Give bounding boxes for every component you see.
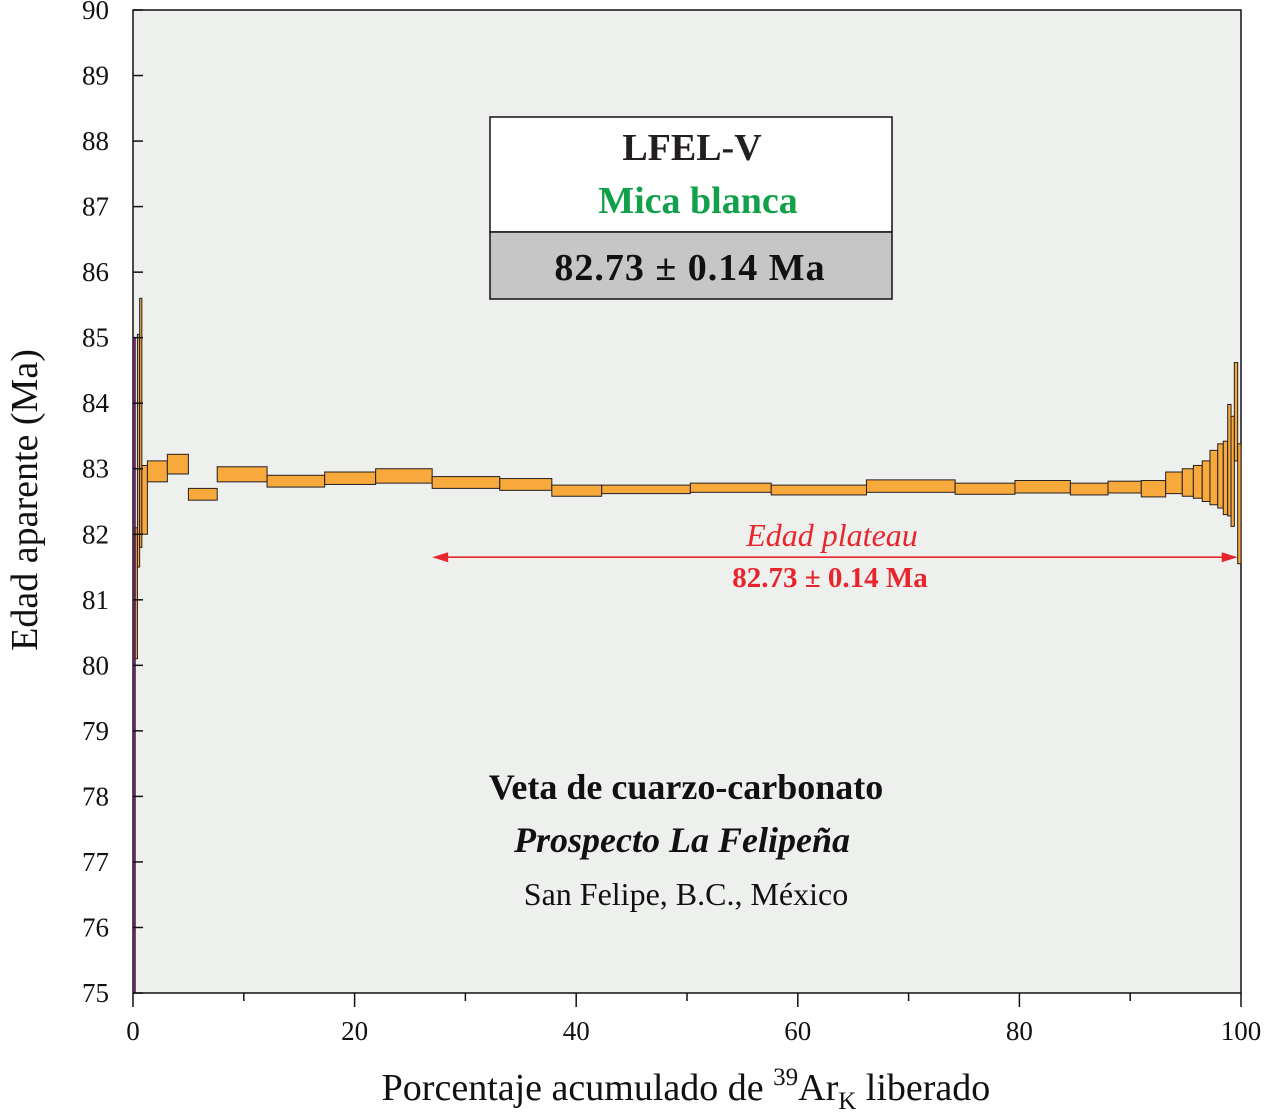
sample-box-top: [489, 116, 893, 233]
plateau-arrowhead-right: [1221, 552, 1238, 563]
y-tick-label: 85: [82, 323, 109, 353]
step-12: [375, 468, 433, 484]
sample-info-box: LFEL-V Mica blanca 82.73 ± 0.14 Ma: [489, 116, 893, 300]
x-tick-label: 100: [1221, 1016, 1262, 1046]
step-13: [431, 476, 501, 489]
box-age: 82.73 ± 0.14 Ma: [554, 247, 825, 289]
sample-name: LFEL-V: [622, 127, 762, 169]
x-axis-title-prefix: Porcentaje acumulado de: [382, 1067, 773, 1109]
y-tick-label: 76: [82, 912, 109, 942]
step-9: [216, 466, 268, 483]
sample-box-age: [489, 231, 893, 300]
step-21: [1014, 480, 1071, 494]
y-tick-label: 80: [82, 650, 109, 680]
axes-group: 75 76 77 78 79 80 81 82 83 84 85 86 87 88 89 90 0 20 40 60 8…: [82, 0, 1261, 1046]
y-tick-label: 81: [82, 585, 109, 615]
step-26: [1181, 468, 1194, 497]
x-tick-label: 60: [784, 1016, 811, 1046]
step-28: [1201, 460, 1211, 502]
step-6: [146, 460, 168, 483]
step-18: [770, 484, 867, 496]
x-axis-title: Porcentaje acumulado de 39ArK liberado: [382, 1064, 991, 1115]
plateau-value: 82.73 ± 0.14 Ma: [732, 562, 928, 594]
step-24: [1140, 480, 1167, 498]
step-30: [1217, 443, 1224, 509]
y-tick-label: 86: [82, 257, 109, 287]
step-19: [865, 479, 956, 493]
mineral-name: Mica blanca: [598, 180, 797, 222]
step-25: [1165, 471, 1183, 495]
x-axis-title-suffix: liberado: [856, 1067, 990, 1109]
step-31: [1222, 440, 1229, 516]
y-tick-label: 83: [82, 454, 109, 484]
step-8: [187, 487, 218, 501]
step-7: [166, 453, 189, 475]
plateau-label: Edad plateau: [745, 517, 918, 553]
step-27: [1192, 464, 1203, 499]
step-10: [266, 474, 326, 488]
location-line-3: San Felipe, B.C., México: [524, 876, 848, 912]
step-33: [1230, 415, 1235, 527]
y-tick-label: 90: [82, 0, 109, 25]
y-axis-title: Edad aparente (Ma): [4, 349, 46, 651]
x-tick-label: 40: [563, 1016, 590, 1046]
x-axis-title-sub: K: [838, 1088, 856, 1115]
step-16: [601, 484, 691, 495]
x-axis-title-sup: 39: [773, 1064, 798, 1091]
location-line-2: Prospecto La Felipeña: [513, 820, 850, 860]
y-tick-label: 89: [82, 61, 109, 91]
x-tick-label: 0: [126, 1016, 140, 1046]
x-tick-label: 20: [341, 1016, 368, 1046]
y-tick-label: 84: [82, 388, 110, 418]
plateau-arrowhead-left: [432, 552, 449, 563]
step-11: [324, 471, 377, 485]
step-29: [1209, 449, 1219, 506]
plateau-annotation: Edad plateau 82.73 ± 0.14 Ma: [432, 517, 1238, 594]
step-2: [134, 527, 138, 660]
step-20: [954, 482, 1016, 495]
y-tick-label: 75: [82, 978, 109, 1008]
location-line-1: Veta de cuarzo-carbonato: [489, 767, 884, 807]
x-tick-label: 80: [1006, 1016, 1033, 1046]
step-14: [499, 478, 553, 491]
y-tick-label: 88: [82, 126, 109, 156]
y-tick-label: 82: [82, 519, 109, 549]
y-tick-label: 78: [82, 781, 109, 811]
step-17: [689, 482, 772, 493]
y-tick-label: 77: [82, 847, 109, 877]
step-35: [1237, 443, 1242, 565]
step-34: [1233, 362, 1239, 462]
x-axis-title-mid: Ar: [798, 1067, 838, 1109]
step-4: [139, 297, 143, 548]
step-15: [551, 484, 603, 497]
step-23: [1107, 480, 1142, 494]
step-5: [141, 464, 148, 535]
y-tick-label: 87: [82, 192, 109, 222]
y-tick-label: 79: [82, 716, 109, 746]
step-22: [1069, 482, 1109, 496]
location-text: Veta de cuarzo-carbonato Prospecto La Fe…: [489, 767, 884, 912]
